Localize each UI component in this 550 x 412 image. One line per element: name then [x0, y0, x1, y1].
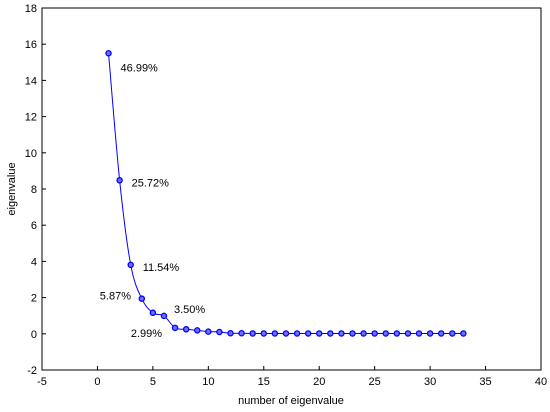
y-tick-label: 6	[31, 220, 37, 232]
data-point	[282, 330, 290, 337]
data-point	[227, 330, 234, 337]
y-tick-label: 16	[25, 39, 37, 51]
y-tick-label: 4	[31, 256, 37, 268]
data-point	[327, 330, 334, 337]
data-point	[216, 328, 223, 336]
x-tick-label: 20	[313, 376, 325, 388]
data-point	[371, 330, 378, 337]
x-tick-label: 30	[424, 376, 436, 388]
x-tick-label: 0	[94, 376, 100, 388]
y-tick-label: 12	[25, 112, 37, 124]
x-tick-label: 35	[479, 376, 491, 388]
annotations-layer: 46.99% 25.72% 11.54% 5.87% 3.50% 2.99%	[100, 62, 206, 340]
x-tick-label: 40	[535, 376, 547, 388]
data-point	[105, 50, 112, 57]
data-point	[338, 330, 345, 337]
data-point	[116, 177, 123, 184]
data-point	[293, 330, 301, 337]
data-point	[393, 330, 401, 337]
y-tick-label: 14	[25, 75, 37, 87]
percent-annotation: 3.50%	[174, 304, 205, 316]
data-point	[404, 330, 412, 337]
axis-ticks: -5 0 5 10 15 20 25 30 35 40 -2 0 2 4 6 8 10 12 14 16 18	[25, 3, 547, 388]
x-tick-label: -5	[37, 376, 47, 388]
data-point	[271, 330, 279, 337]
y-tick-label: 0	[31, 329, 37, 341]
y-tick-label: 18	[25, 3, 37, 15]
y-tick-label: 2	[31, 293, 37, 305]
series-layer	[105, 50, 467, 337]
data-point	[138, 295, 146, 302]
y-tick-label: 8	[31, 184, 37, 196]
data-point	[415, 330, 423, 337]
data-point	[249, 330, 256, 337]
plot-frame	[41, 7, 542, 371]
data-point	[205, 328, 212, 335]
percent-annotation: 5.87%	[100, 291, 131, 303]
x-tick-label: 5	[150, 376, 156, 388]
percent-annotation: 2.99%	[131, 328, 162, 340]
x-tick-label: 10	[202, 376, 214, 388]
y-axis-title: eigenvalue	[6, 162, 18, 215]
data-point	[171, 324, 179, 332]
data-point	[193, 327, 201, 334]
x-tick-label: 25	[369, 376, 381, 388]
percent-annotation: 46.99%	[121, 62, 159, 74]
x-axis-title: number of eigenvalue	[238, 395, 344, 407]
data-point	[182, 326, 190, 333]
data-point	[449, 330, 456, 337]
x-tick-label: 15	[258, 376, 270, 388]
data-point	[315, 330, 323, 337]
series-line	[108, 53, 464, 334]
y-tick-label: 10	[25, 148, 37, 160]
data-point	[360, 330, 367, 337]
data-point	[238, 330, 245, 337]
data-point	[149, 309, 157, 317]
y-tick-label: -2	[27, 365, 37, 377]
data-point	[349, 330, 356, 337]
data-point	[382, 330, 390, 337]
percent-annotation: 11.54%	[143, 262, 180, 274]
data-point	[304, 330, 312, 337]
data-point	[260, 330, 268, 337]
data-point	[127, 261, 134, 269]
data-point	[160, 312, 168, 320]
data-point	[437, 330, 445, 337]
data-point	[460, 330, 467, 337]
data-point	[426, 330, 434, 337]
percent-annotation: 25.72%	[132, 177, 170, 189]
